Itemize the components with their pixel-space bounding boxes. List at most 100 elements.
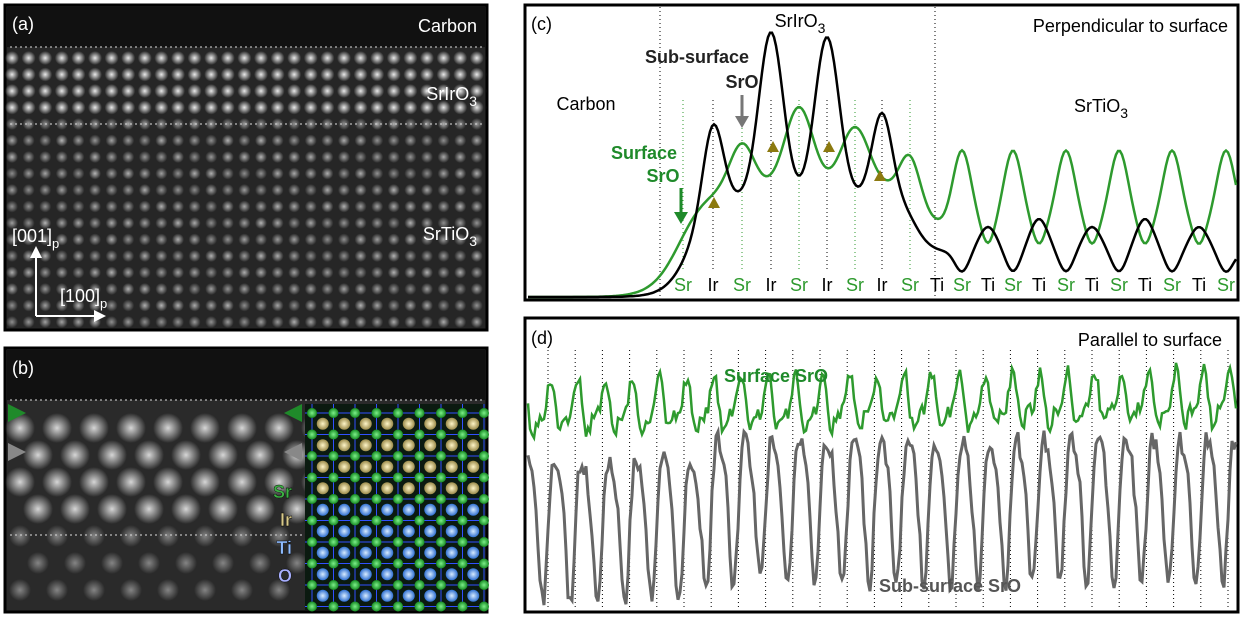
model-atom — [307, 472, 317, 483]
model-atom — [359, 482, 372, 495]
atom-column — [487, 217, 499, 229]
model-atom — [359, 525, 372, 538]
atom-column — [221, 217, 234, 229]
profile-curve — [526, 362, 1238, 442]
atom-column — [238, 184, 251, 196]
atom-column — [304, 266, 317, 279]
atom-column — [470, 316, 483, 328]
model-atom — [457, 472, 468, 483]
model-atom — [414, 429, 425, 440]
atom-column — [89, 233, 101, 246]
atom-column — [21, 100, 36, 115]
atom-column — [89, 151, 101, 163]
model-atom — [359, 460, 372, 473]
atom-column — [155, 134, 168, 147]
atom-column — [371, 217, 384, 229]
atom-column — [138, 316, 151, 328]
atom-column — [403, 100, 418, 115]
atom-column — [237, 100, 252, 115]
atom-column — [437, 266, 450, 279]
atom-column — [421, 283, 433, 295]
atom-column — [288, 250, 301, 262]
model-atom — [414, 494, 425, 504]
axis-label: [001]p — [12, 226, 59, 251]
atom-column — [387, 250, 400, 262]
atom-column — [221, 316, 234, 328]
model-atom — [381, 503, 394, 516]
model-atom — [402, 417, 415, 430]
atom-column — [89, 299, 101, 312]
atom-column — [403, 67, 418, 82]
atom-column — [454, 316, 467, 328]
atom-column — [386, 67, 401, 82]
atom-column — [288, 118, 301, 130]
atom-column — [386, 51, 401, 65]
atom-column — [205, 316, 218, 328]
model-atom — [307, 601, 317, 612]
atom-column — [321, 134, 334, 147]
atom-column — [72, 316, 85, 328]
atom-column — [122, 299, 135, 312]
arrow-head — [94, 310, 106, 322]
atom-column — [454, 151, 467, 163]
panel-label: (d) — [531, 328, 553, 348]
atom-column — [338, 266, 350, 279]
atom-column — [21, 84, 36, 98]
atom-column — [105, 167, 118, 180]
model-atom — [479, 494, 489, 504]
atom-column — [304, 151, 317, 163]
atom-column — [155, 316, 168, 328]
atom-column — [9, 525, 31, 547]
atom-column — [354, 151, 367, 163]
atom-column — [436, 84, 451, 98]
atom-columns — [5, 51, 499, 328]
atom-column — [205, 217, 218, 229]
model-atom — [402, 503, 415, 516]
atom-column — [172, 266, 184, 279]
column-label: Ti — [981, 275, 995, 295]
atom-column — [321, 184, 334, 196]
atom-column — [190, 467, 220, 497]
atom-column — [60, 440, 90, 470]
model-atom — [338, 525, 351, 538]
atom-column — [304, 217, 317, 229]
atom-column — [221, 167, 234, 180]
atom-column — [187, 51, 202, 65]
atom-column — [288, 316, 301, 328]
atom-column — [22, 283, 35, 295]
atom-column — [72, 299, 85, 312]
model-atom — [467, 439, 480, 452]
atom-column — [255, 266, 267, 279]
model-atom — [445, 503, 458, 516]
legend: Sr Ir Ti O — [273, 482, 292, 586]
atom-column — [153, 413, 183, 443]
panel-title: Perpendicular to surface — [1033, 16, 1228, 36]
column-label: Sr — [846, 275, 864, 295]
atom-column — [205, 200, 218, 213]
atom-column — [487, 250, 499, 262]
atom-column — [255, 200, 267, 213]
model-atom — [381, 439, 394, 452]
panel-label: (c) — [531, 14, 552, 34]
model-atom — [381, 417, 394, 430]
atom-column — [487, 184, 499, 196]
atom-column — [487, 151, 499, 163]
atom-column — [371, 184, 384, 196]
atom-column — [121, 84, 136, 98]
atom-column — [39, 299, 52, 312]
atom-column — [437, 316, 450, 328]
curve-label: Surface SrO — [724, 366, 828, 386]
atom-column — [88, 51, 102, 65]
model-atom — [328, 451, 339, 461]
atom-column — [155, 167, 168, 180]
atom-column — [386, 100, 401, 115]
model-atom — [350, 494, 360, 504]
atom-column — [6, 184, 18, 196]
atom-column — [97, 440, 127, 470]
atom-column — [116, 467, 146, 497]
atom-column — [171, 51, 185, 65]
atom-column — [105, 250, 118, 262]
atom-column — [42, 413, 72, 443]
panel-label: (b) — [12, 358, 34, 378]
atom-column — [271, 316, 284, 328]
